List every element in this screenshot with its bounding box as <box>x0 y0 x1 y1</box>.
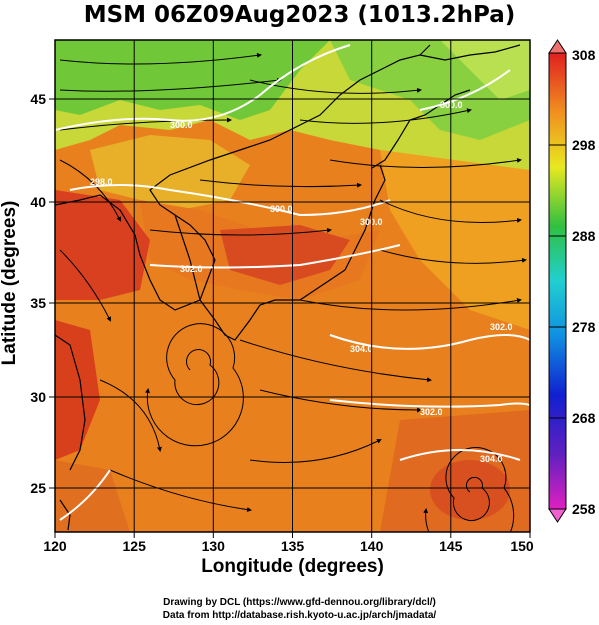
y-axis-label: Latitude (degrees) <box>0 200 20 366</box>
contour-label: 304.0 <box>350 344 373 354</box>
x-tick-label: 140 <box>360 538 384 554</box>
y-tick-label: 40 <box>30 194 46 210</box>
x-tick-label: 125 <box>123 538 147 554</box>
y-tick-label: 30 <box>30 389 46 405</box>
footer-credit-drawing: Drawing by DCL (https://www.gfd-dennou.o… <box>163 597 436 608</box>
colorbar-label: 278 <box>572 319 596 335</box>
y-tick-label: 45 <box>30 91 46 107</box>
x-tick-label: 150 <box>510 538 534 554</box>
x-tick-label: 130 <box>202 538 226 554</box>
contour-label: 304.0 <box>480 454 503 464</box>
contour-label: 302.0 <box>420 407 443 417</box>
axis-ticks <box>49 98 531 538</box>
colorbar-label: 298 <box>572 137 596 153</box>
footer-credit-data: Data from http://database.rish.kyoto-u.a… <box>162 610 437 621</box>
coastlines <box>55 44 521 531</box>
colorbar-label: 308 <box>572 47 596 63</box>
isotherms <box>55 44 530 521</box>
colorbar: 308 298 288 278 268 258 <box>548 39 596 523</box>
x-tick-label: 120 <box>43 538 67 554</box>
colorbar-max-arrow <box>548 39 567 54</box>
x-axis-label: Longitude (degrees) <box>201 556 384 577</box>
y-tick-label: 35 <box>30 295 46 311</box>
x-tick-labels: 120 125 130 135 140 145 150 <box>43 538 534 554</box>
y-tick-label: 25 <box>30 480 46 496</box>
chart-title: MSM 06Z09Aug2023 (1013.2hPa) <box>83 2 516 28</box>
colorbar-min-arrow <box>548 508 567 523</box>
colorbar-label: 268 <box>572 410 596 426</box>
contour-label: 302.0 <box>180 264 203 274</box>
grid-lines <box>55 40 530 532</box>
colorbar-label: 288 <box>572 228 596 244</box>
contour-label: 298.0 <box>90 177 113 187</box>
wind-streamlines <box>59 52 527 532</box>
contour-label: 300.0 <box>170 120 193 130</box>
y-tick-labels: 25 30 35 40 45 <box>30 91 46 496</box>
x-tick-label: 135 <box>281 538 305 554</box>
contour-label: 300.0 <box>270 204 293 214</box>
colorbar-label: 258 <box>572 501 596 517</box>
x-tick-label: 145 <box>439 538 463 554</box>
contour-label: 302.0 <box>490 322 513 332</box>
